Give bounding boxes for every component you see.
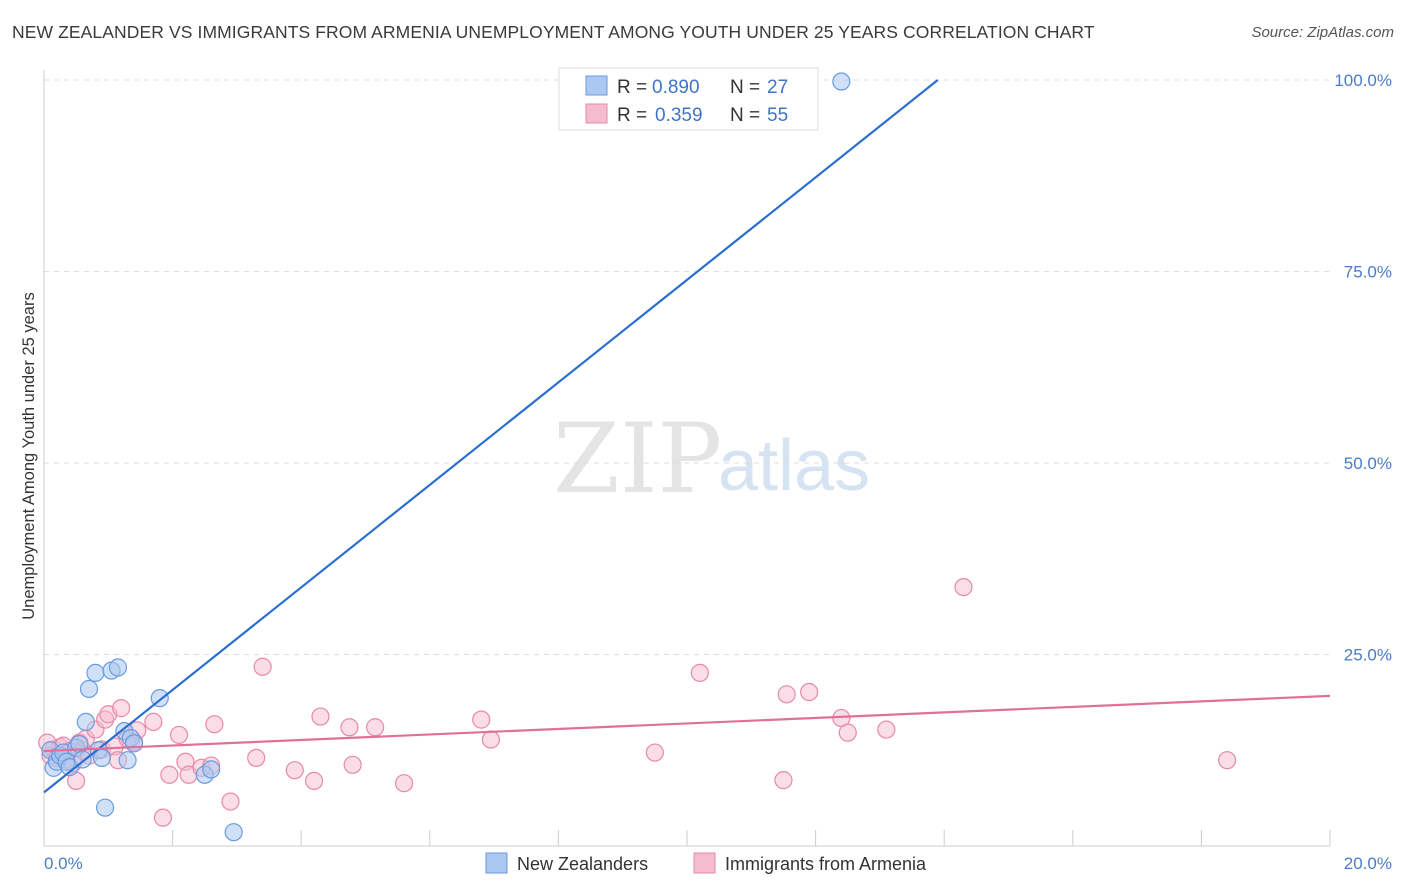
bottom-legend-label-newzealanders: New Zealanders (517, 854, 648, 874)
trend-lines (43, 79, 1331, 794)
armenia-point-41 (394, 774, 414, 793)
y-tick-label-25: 25.0% (1344, 646, 1392, 665)
armenia-point-26 (169, 725, 189, 745)
y-tick-label-75: 75.0% (1344, 263, 1392, 282)
axes (43, 70, 1331, 847)
newzealanders-point-10 (76, 712, 95, 732)
newzealanders-point-15 (95, 798, 115, 817)
legend-n-value-2: 55 (767, 105, 788, 126)
armenia-point-43 (481, 730, 500, 749)
legend-n-label-2: N = (730, 105, 760, 126)
newzealanders-point-17 (108, 658, 128, 677)
trend-line-armenia (43, 694, 1331, 753)
armenia-point-33 (247, 748, 266, 768)
armenia-point-46 (774, 771, 793, 790)
bottom-legend-swatch-blue (485, 852, 508, 874)
legend-r-value-2: 0.359 (655, 105, 703, 126)
newzealanders-point-21 (124, 734, 144, 753)
armenia-point-45 (690, 663, 709, 682)
armenia-point-40 (366, 718, 385, 737)
armenia-point-38 (340, 718, 359, 737)
top-legend: R = 0.890 N = 27 R = 0.359 N = 55 (558, 67, 819, 131)
series-armenia-points (38, 577, 1237, 827)
x-tick-label-min: 0.0% (44, 854, 83, 873)
x-tick-label-max: 20.0% (1344, 854, 1392, 873)
armenia-point-24 (153, 808, 173, 827)
newzealanders-point-24 (202, 760, 221, 779)
series-newzealanders-points (41, 72, 851, 842)
armenia-point-39 (343, 755, 362, 774)
legend-r-label-1: R = (617, 77, 647, 98)
armenia-point-44 (645, 743, 664, 762)
armenia-point-53 (1218, 751, 1237, 770)
y-tick-labels: 25.0% 50.0% 75.0% 100.0% (1334, 71, 1392, 665)
legend-swatch-blue (585, 75, 608, 96)
watermark-atlas: atlas (718, 426, 870, 506)
source-label: Source: ZipAtlas.com (1251, 24, 1394, 41)
armenia-point-32 (221, 792, 240, 811)
x-tick-labels: 0.0% 20.0% (44, 854, 1392, 873)
y-axis-label: Unemployment Among Youth under 25 years (20, 292, 38, 619)
watermark-zip: ZIP (553, 403, 722, 515)
newzealanders-point-25 (224, 823, 243, 842)
trend-line-newzealanders (43, 79, 939, 794)
armenia-point-35 (285, 761, 304, 780)
armenia-point-36 (304, 771, 324, 790)
armenia-point-19 (112, 699, 131, 718)
armenia-point-37 (311, 707, 330, 726)
legend-r-value-1: 0.890 (652, 77, 700, 98)
bottom-legend-swatch-pink (693, 852, 716, 874)
armenia-point-34 (253, 657, 272, 676)
armenia-point-31 (205, 715, 224, 734)
armenia-point-25 (160, 765, 179, 784)
y-tick-label-100: 100.0% (1334, 71, 1392, 90)
legend-swatch-pink (585, 103, 608, 124)
bottom-legend-label-armenia: Immigrants from Armenia (725, 854, 927, 874)
chart-title: NEW ZEALANDER VS IMMIGRANTS FROM ARMENIA… (12, 22, 1095, 42)
legend-r-label-2: R = (617, 105, 647, 126)
grid-lines (44, 79, 1330, 655)
newzealanders-point-11 (79, 679, 99, 699)
legend-n-label-1: N = (730, 77, 760, 98)
armenia-point-51 (877, 720, 896, 739)
legend-n-value-1: 27 (767, 77, 788, 98)
newzealanders-point-19 (118, 751, 137, 770)
armenia-point-52 (954, 577, 973, 597)
armenia-point-50 (838, 723, 857, 742)
armenia-point-47 (777, 685, 796, 704)
armenia-point-42 (472, 710, 491, 729)
bottom-legend: New Zealanders Immigrants from Armenia (485, 852, 927, 874)
newzealanders-point-12 (86, 663, 105, 682)
y-tick-label-50: 50.0% (1344, 454, 1392, 473)
armenia-point-48 (800, 682, 819, 702)
armenia-point-23 (144, 712, 163, 732)
newzealanders-point-26 (832, 72, 851, 91)
